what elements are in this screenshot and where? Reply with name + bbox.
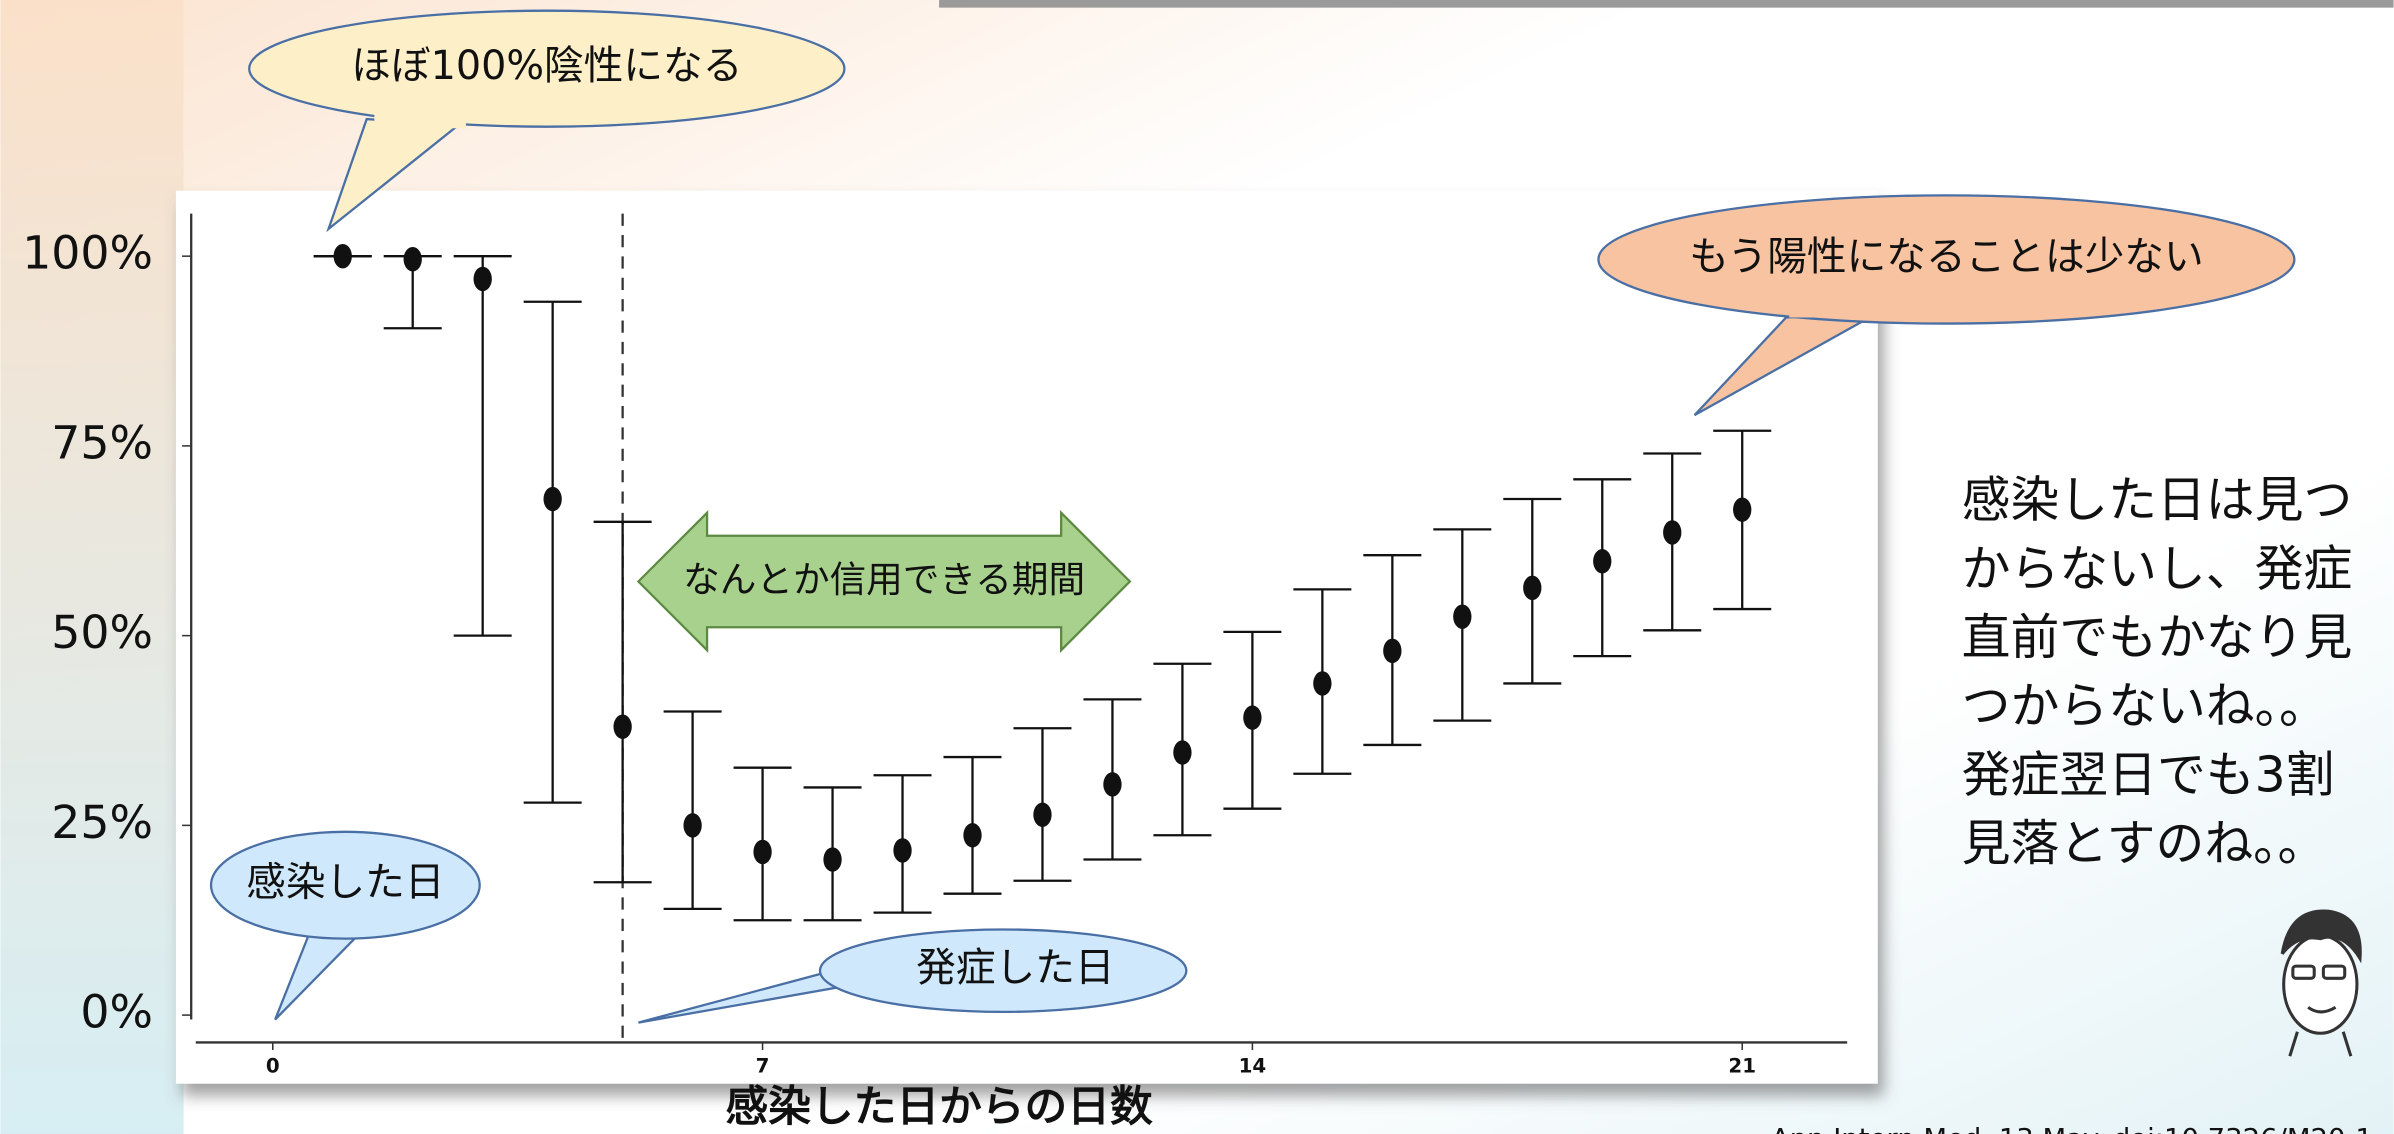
top-bar (939, 0, 2394, 8)
y-tick-label: 0% (80, 986, 153, 1039)
callout (248, 9, 846, 128)
comment-line: 直前でもかなり見 (1962, 609, 2353, 666)
point (543, 486, 562, 512)
point (823, 847, 842, 872)
point (1453, 604, 1472, 629)
double-arrow (636, 510, 1132, 653)
point (893, 838, 912, 863)
x-axis-label: 感染した日からの日数 (725, 1082, 1152, 1132)
x-tick-label: 21 (1728, 1054, 1756, 1077)
callout-text: ほぼ100%陰性になる (351, 43, 742, 89)
point (1383, 638, 1402, 664)
plot: 0 7 14 21 (182, 213, 1848, 1077)
y-tick-label: 100% (22, 227, 153, 280)
point (1663, 520, 1682, 545)
point (1733, 497, 1752, 522)
point (1243, 705, 1262, 730)
callout-text: 感染した日 (246, 860, 444, 906)
y-tick-label: 50% (51, 606, 153, 659)
callout-join (855, 958, 883, 983)
background-band (0, 0, 184, 1134)
point (963, 823, 982, 848)
x-tick-label: 0 (266, 1054, 280, 1077)
point (683, 813, 702, 838)
callout-join (374, 112, 466, 129)
callout-text: もう陽性になることは少ない (1689, 234, 2204, 280)
face-icon (2280, 909, 2362, 1057)
arrow-text: なんとか信用できる期間 (683, 558, 1085, 601)
point (1103, 772, 1122, 797)
y-tick-label: 75% (51, 416, 153, 469)
source: Ann Intern Med. 13 May. doi:10.7326/M20-… (1771, 1124, 2373, 1134)
point (1173, 740, 1192, 765)
point (1313, 671, 1332, 696)
comment-line: 見落とすのね。。 (1962, 815, 2327, 872)
point (333, 243, 352, 269)
comment-line: からないし、発症 (1962, 540, 2353, 597)
point (1033, 802, 1052, 827)
point (473, 266, 492, 292)
comment-line: つからないね。。 (1962, 678, 2328, 735)
y-tick-label: 25% (51, 796, 153, 849)
callout (1597, 194, 2296, 325)
point (613, 714, 632, 739)
callout-text: 発症した日 (916, 945, 1114, 991)
comment: 感染した日は見つからないし、発症直前でもかなり見つからないね。。発症翌日でも3割… (1962, 472, 2353, 872)
callout-join (316, 915, 358, 928)
callout (209, 830, 481, 940)
point (1523, 575, 1542, 601)
x-tick-label: 14 (1239, 1054, 1267, 1077)
x-tick-label: 7 (756, 1054, 770, 1077)
comment-line: 感染した日は見つ (1962, 472, 2353, 529)
callout-join (1789, 305, 1875, 318)
point (403, 247, 422, 272)
callout (818, 928, 1188, 1014)
point (1593, 549, 1612, 574)
point (753, 839, 772, 865)
comment-line: 発症翌日でも3割 (1962, 746, 2335, 803)
